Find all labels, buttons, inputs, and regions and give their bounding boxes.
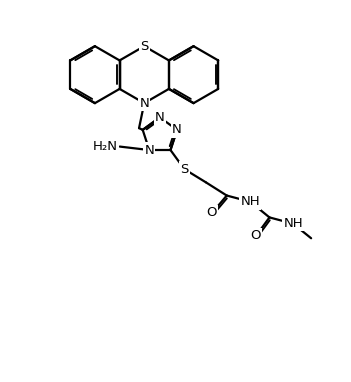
Text: NH: NH bbox=[240, 195, 260, 208]
Text: N: N bbox=[155, 111, 165, 124]
Text: O: O bbox=[206, 206, 217, 219]
Text: N: N bbox=[172, 123, 182, 136]
Text: NH: NH bbox=[283, 217, 303, 230]
Text: S: S bbox=[140, 40, 148, 53]
Text: S: S bbox=[180, 163, 188, 176]
Text: O: O bbox=[250, 229, 261, 242]
Text: H₂N: H₂N bbox=[93, 140, 118, 153]
Text: N: N bbox=[139, 97, 149, 110]
Text: N: N bbox=[144, 144, 154, 157]
